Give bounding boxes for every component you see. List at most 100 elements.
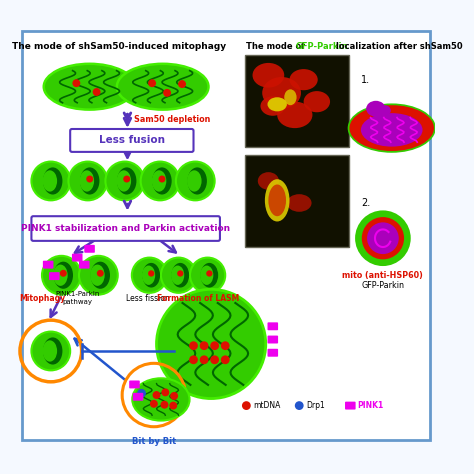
Ellipse shape bbox=[80, 170, 94, 191]
Ellipse shape bbox=[142, 263, 160, 288]
Text: GFP-Parkin: GFP-Parkin bbox=[361, 281, 404, 290]
Ellipse shape bbox=[200, 265, 213, 285]
Circle shape bbox=[79, 256, 118, 295]
Text: mito (anti-HSP60): mito (anti-HSP60) bbox=[343, 271, 423, 280]
Circle shape bbox=[158, 175, 165, 182]
Ellipse shape bbox=[265, 179, 290, 221]
Text: GFP-Parkin: GFP-Parkin bbox=[296, 42, 348, 51]
Ellipse shape bbox=[267, 97, 287, 111]
FancyBboxPatch shape bbox=[129, 381, 140, 388]
Ellipse shape bbox=[142, 265, 155, 285]
FancyBboxPatch shape bbox=[49, 272, 60, 280]
Ellipse shape bbox=[43, 340, 57, 362]
Circle shape bbox=[356, 212, 410, 264]
Ellipse shape bbox=[262, 77, 301, 109]
Ellipse shape bbox=[54, 262, 73, 289]
Ellipse shape bbox=[80, 167, 100, 194]
Text: localization after shSam50: localization after shSam50 bbox=[333, 42, 462, 51]
Circle shape bbox=[190, 257, 225, 293]
Circle shape bbox=[156, 289, 266, 399]
Ellipse shape bbox=[366, 101, 385, 117]
Circle shape bbox=[161, 257, 196, 293]
Text: The mode of shSam50-induced mitophagy: The mode of shSam50-induced mitophagy bbox=[11, 42, 226, 51]
Circle shape bbox=[31, 162, 70, 201]
Circle shape bbox=[189, 356, 198, 364]
Text: PINK1-Parkin
pathway: PINK1-Parkin pathway bbox=[55, 292, 100, 305]
Circle shape bbox=[178, 80, 186, 88]
Text: Less fusion: Less fusion bbox=[99, 136, 165, 146]
Circle shape bbox=[148, 79, 156, 87]
Circle shape bbox=[161, 401, 168, 409]
Ellipse shape bbox=[284, 89, 297, 105]
Circle shape bbox=[86, 175, 93, 182]
Circle shape bbox=[170, 392, 178, 400]
Text: Mitophagy: Mitophagy bbox=[19, 293, 65, 302]
Text: Formation of LASM: Formation of LASM bbox=[157, 293, 239, 302]
Circle shape bbox=[210, 341, 219, 350]
Circle shape bbox=[200, 356, 209, 364]
Circle shape bbox=[362, 217, 404, 259]
Circle shape bbox=[105, 162, 144, 201]
Text: mtDNA: mtDNA bbox=[254, 401, 281, 410]
Ellipse shape bbox=[90, 264, 105, 286]
Ellipse shape bbox=[347, 103, 436, 153]
Circle shape bbox=[60, 270, 67, 277]
Ellipse shape bbox=[188, 167, 207, 194]
Ellipse shape bbox=[117, 170, 131, 191]
Circle shape bbox=[148, 270, 155, 277]
Ellipse shape bbox=[91, 262, 110, 289]
Circle shape bbox=[242, 401, 251, 410]
FancyBboxPatch shape bbox=[72, 254, 82, 262]
Circle shape bbox=[206, 270, 212, 277]
FancyBboxPatch shape bbox=[84, 245, 95, 253]
Circle shape bbox=[132, 257, 167, 293]
Circle shape bbox=[73, 79, 80, 87]
Circle shape bbox=[210, 356, 219, 364]
Circle shape bbox=[92, 88, 100, 96]
Ellipse shape bbox=[379, 105, 391, 116]
Ellipse shape bbox=[201, 263, 218, 288]
FancyBboxPatch shape bbox=[31, 216, 220, 241]
FancyBboxPatch shape bbox=[133, 393, 143, 401]
Ellipse shape bbox=[268, 184, 286, 216]
Ellipse shape bbox=[304, 91, 330, 112]
Circle shape bbox=[153, 391, 161, 399]
Ellipse shape bbox=[287, 194, 311, 212]
Ellipse shape bbox=[43, 337, 63, 365]
FancyBboxPatch shape bbox=[70, 129, 193, 152]
Text: Bit by Bit: Bit by Bit bbox=[132, 438, 176, 447]
Text: PINK1: PINK1 bbox=[357, 401, 383, 410]
Ellipse shape bbox=[132, 378, 190, 420]
Circle shape bbox=[137, 389, 146, 398]
FancyBboxPatch shape bbox=[267, 322, 278, 330]
Text: 2.: 2. bbox=[361, 198, 370, 208]
FancyBboxPatch shape bbox=[79, 261, 90, 269]
FancyBboxPatch shape bbox=[245, 155, 348, 247]
Circle shape bbox=[68, 162, 107, 201]
FancyBboxPatch shape bbox=[245, 55, 348, 147]
Text: 1.: 1. bbox=[361, 75, 370, 85]
Ellipse shape bbox=[117, 64, 209, 109]
Ellipse shape bbox=[290, 69, 318, 90]
Ellipse shape bbox=[253, 63, 284, 88]
Circle shape bbox=[177, 270, 183, 277]
Circle shape bbox=[221, 356, 229, 364]
Circle shape bbox=[97, 270, 104, 277]
Text: Drp1: Drp1 bbox=[306, 401, 325, 410]
Circle shape bbox=[169, 401, 177, 410]
Ellipse shape bbox=[277, 102, 312, 128]
Circle shape bbox=[189, 341, 198, 350]
Circle shape bbox=[176, 162, 215, 201]
Ellipse shape bbox=[349, 105, 434, 151]
Circle shape bbox=[31, 332, 70, 370]
Text: Less fission: Less fission bbox=[126, 293, 170, 302]
Ellipse shape bbox=[44, 64, 136, 109]
Circle shape bbox=[161, 388, 169, 396]
FancyBboxPatch shape bbox=[43, 261, 54, 269]
Ellipse shape bbox=[260, 96, 285, 116]
Text: The mode of: The mode of bbox=[246, 42, 308, 51]
FancyBboxPatch shape bbox=[345, 401, 356, 410]
Ellipse shape bbox=[361, 113, 422, 146]
Ellipse shape bbox=[53, 264, 68, 286]
Circle shape bbox=[200, 341, 209, 350]
